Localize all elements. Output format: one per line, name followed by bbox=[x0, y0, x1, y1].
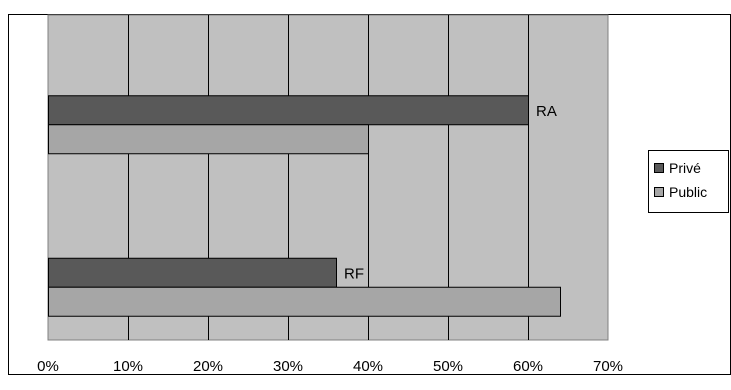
bar-ra-prive bbox=[48, 95, 529, 126]
legend-label: Public bbox=[669, 184, 707, 200]
category-label: RA bbox=[536, 103, 557, 120]
legend-box bbox=[648, 150, 729, 213]
bars bbox=[48, 95, 561, 317]
x-tick-label: 50% bbox=[433, 358, 463, 375]
data-labels: RF RA bbox=[344, 103, 557, 283]
bar-ra-public bbox=[48, 124, 369, 155]
x-tick-label: 10% bbox=[113, 358, 143, 375]
legend-swatch bbox=[654, 187, 664, 197]
x-tick-label: 30% bbox=[273, 358, 303, 375]
x-tick-label: 40% bbox=[353, 358, 383, 375]
x-tick-label: 60% bbox=[513, 358, 543, 375]
legend: Privé Public bbox=[648, 150, 729, 213]
legend-label: Privé bbox=[669, 160, 701, 176]
x-tick-label: 20% bbox=[193, 358, 223, 375]
gridlines bbox=[128, 15, 529, 340]
legend-swatch bbox=[654, 163, 664, 173]
x-axis: 0% 10% 20% 30% 40% 50% 60% 70% bbox=[37, 358, 623, 375]
bar-rf-prive bbox=[48, 257, 337, 288]
x-tick-label: 70% bbox=[593, 358, 623, 375]
x-tick-label: 0% bbox=[37, 358, 59, 375]
bar-rf-public bbox=[48, 286, 561, 317]
category-label: RF bbox=[344, 265, 364, 282]
